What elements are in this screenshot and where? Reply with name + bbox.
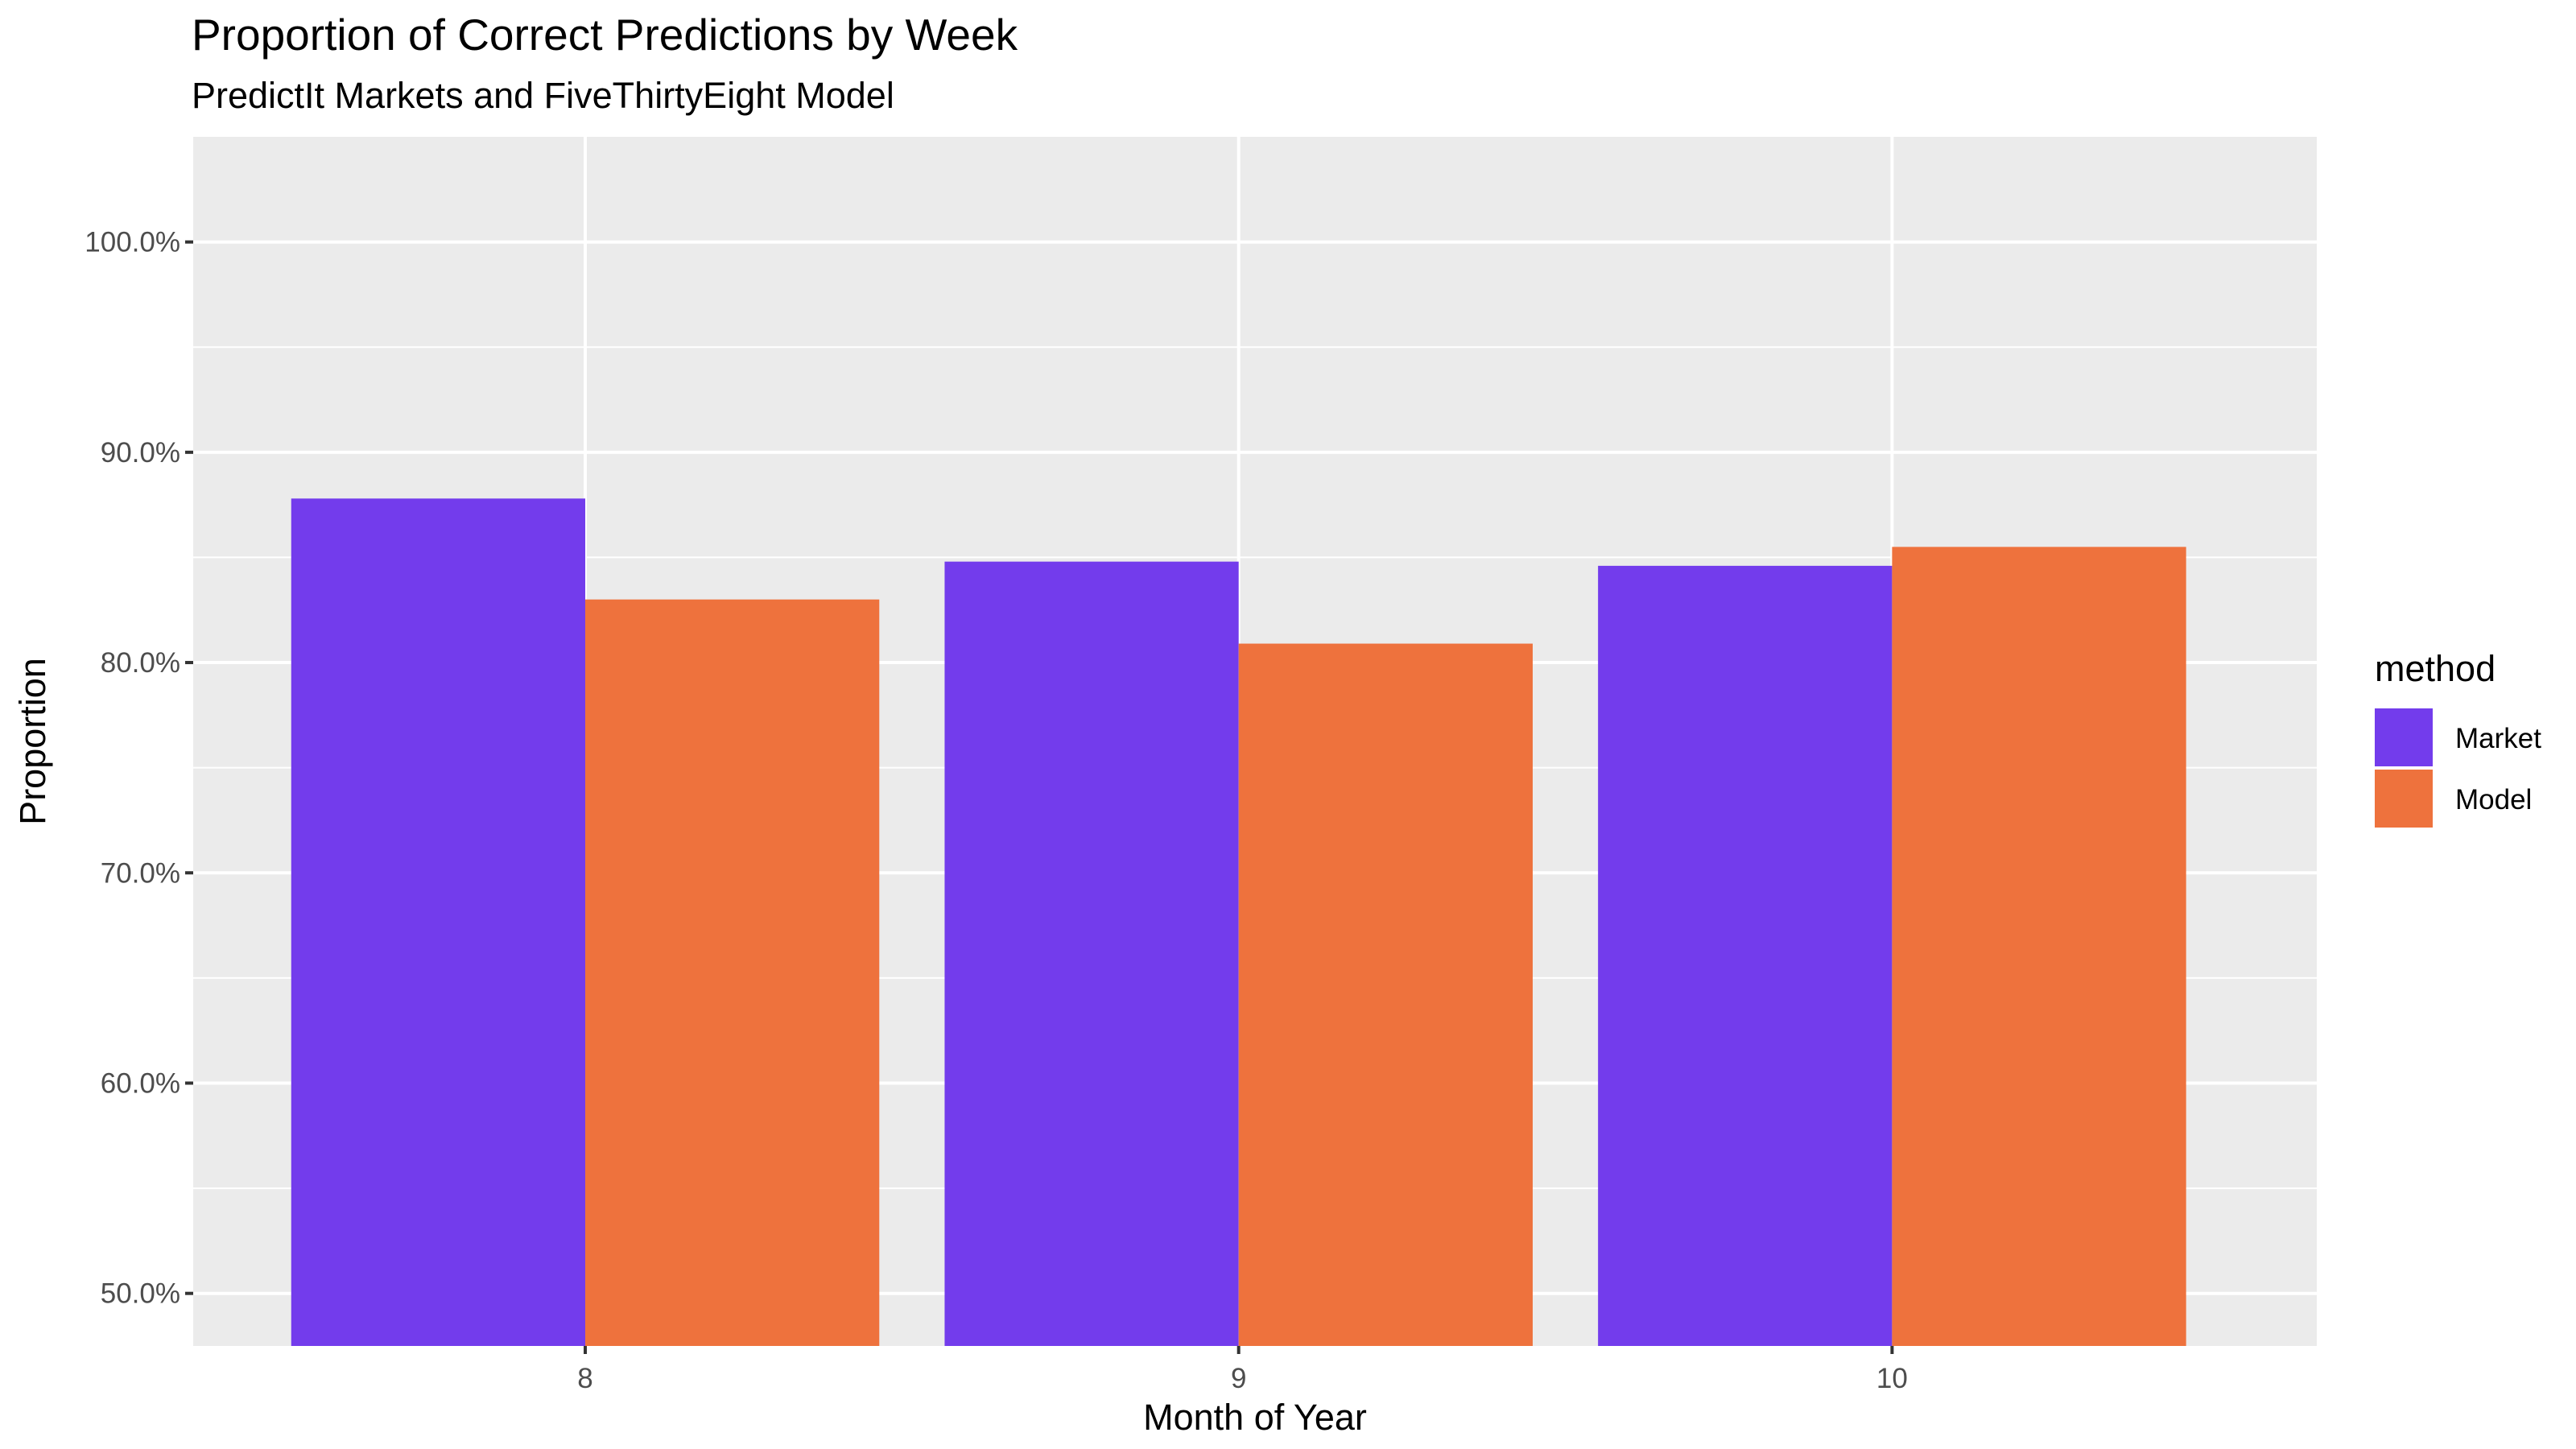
chart-title: Proportion of Correct Predictions by Wee…	[192, 10, 1018, 60]
legend-label-market: Market	[2455, 723, 2541, 754]
y-axis: 50.0% 60.0% 70.0% 80.0% 90.0% 100.0%	[85, 227, 193, 1310]
y-tick-label: 90.0%	[101, 437, 180, 469]
legend: method Market Model	[2375, 648, 2541, 828]
bar-model-9	[1238, 643, 1533, 1346]
bar-model-8	[585, 599, 880, 1346]
legend-key-model	[2375, 770, 2433, 828]
bar-market-8	[291, 498, 586, 1346]
bar-market-9	[944, 561, 1239, 1346]
y-tick-label: 70.0%	[101, 857, 180, 889]
bars	[291, 498, 2186, 1346]
y-tick-label: 80.0%	[101, 647, 180, 679]
y-tick-label: 100.0%	[85, 227, 180, 258]
bar-market-10	[1598, 565, 1893, 1346]
y-tick-label: 50.0%	[101, 1278, 180, 1310]
chart-subtitle: PredictIt Markets and FiveThirtyEight Mo…	[192, 75, 894, 116]
x-axis-title: Month of Year	[1143, 1397, 1367, 1438]
x-axis: 8 9 10	[577, 1346, 1908, 1394]
y-axis-title: Proportion	[12, 658, 53, 825]
legend-key-market	[2375, 708, 2433, 766]
legend-label-model: Model	[2455, 784, 2532, 815]
y-tick-label: 60.0%	[101, 1067, 180, 1099]
x-tick-label: 8	[577, 1363, 592, 1394]
legend-title: method	[2375, 648, 2496, 689]
x-tick-label: 10	[1876, 1363, 1908, 1394]
x-tick-label: 9	[1231, 1363, 1246, 1394]
bar-model-10	[1892, 547, 2186, 1346]
